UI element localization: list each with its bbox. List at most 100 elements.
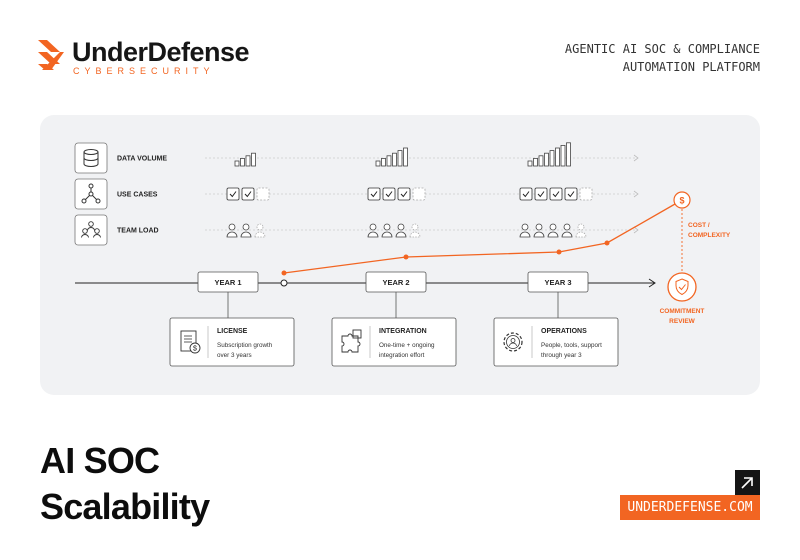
check-icon <box>567 191 575 198</box>
volume-bar <box>544 152 549 167</box>
check-box <box>549 187 563 201</box>
volume-bar <box>397 150 403 167</box>
volume-bar <box>251 152 256 167</box>
dollar-icon <box>673 191 691 209</box>
row-label: TEAM LOAD <box>117 228 159 235</box>
volume-bar <box>549 150 555 167</box>
check-box <box>534 187 548 201</box>
year-tag: YEAR 1 <box>197 271 259 293</box>
volume-bar <box>566 142 571 167</box>
check-box <box>367 187 381 201</box>
year-tag: YEAR 3 <box>527 271 589 293</box>
card-title: LICENSE <box>217 328 248 335</box>
info-card: INTEGRATION One-time + ongoing integration… <box>331 317 457 367</box>
year-1-column <box>226 152 270 238</box>
timeline-arrow <box>648 278 656 288</box>
card-title: OPERATIONS <box>541 328 587 335</box>
review-label-2: REVIEW <box>669 318 696 325</box>
person-icon <box>383 223 391 231</box>
tagline-line-1: AGENTIC AI SOC & COMPLIANCE <box>564 42 760 56</box>
year-3-column <box>519 142 593 238</box>
check-box <box>519 187 533 201</box>
puzzle-icon <box>341 333 361 353</box>
database-icon <box>74 142 108 174</box>
person-icon <box>397 223 405 231</box>
volume-bar <box>234 160 240 167</box>
check-icon <box>385 191 393 198</box>
volume-bar <box>386 155 392 167</box>
person-icon <box>256 223 264 231</box>
year-tag: YEAR 2 <box>365 271 427 293</box>
pending-box <box>412 187 426 201</box>
cost-label-1: COST / <box>688 222 710 229</box>
shield-icon <box>675 278 689 296</box>
cost-point <box>281 270 287 276</box>
person-icon <box>411 223 419 231</box>
check-icon <box>522 191 530 198</box>
person-icon <box>535 223 543 231</box>
year-2-column <box>367 147 426 238</box>
volume-bar <box>527 160 533 167</box>
pending-box <box>256 187 270 201</box>
year-label: YEAR 1 <box>214 278 241 287</box>
year-label: YEAR 2 <box>382 278 409 287</box>
check-icon <box>537 191 545 198</box>
check-icon <box>400 191 408 198</box>
person-icon <box>228 223 236 231</box>
person-icon <box>563 223 571 231</box>
cost-point <box>604 240 610 246</box>
gear-person-icon <box>503 332 523 352</box>
check-icon <box>370 191 378 198</box>
dollar-symbol: $ <box>679 196 684 206</box>
card-text-line-2: integration effort <box>379 352 425 359</box>
row-label: USE CASES <box>117 192 158 199</box>
person-icon <box>521 223 529 231</box>
commitment-review-icon <box>667 272 697 302</box>
check-icon <box>244 191 252 198</box>
card-title: INTEGRATION <box>379 328 427 335</box>
check-box <box>397 187 411 201</box>
invoice-icon <box>180 330 197 352</box>
brand-name: UnderDefense <box>72 37 250 67</box>
check-icon <box>552 191 560 198</box>
volume-bar <box>381 158 386 167</box>
row-label: DATA VOLUME <box>117 156 167 163</box>
cost-point <box>556 249 562 255</box>
check-icon <box>229 191 237 198</box>
website-link[interactable]: UNDERDEFENSE.COM <box>620 495 760 520</box>
pending-box <box>579 187 593 201</box>
card-text-line-1: People, tools, support <box>541 342 602 349</box>
volume-bar <box>375 160 381 167</box>
check-box <box>382 187 396 201</box>
card-text-line-1: One-time + ongoing <box>379 342 435 349</box>
arrow-up-right-icon <box>741 477 753 489</box>
tagline: AGENTIC AI SOC & COMPLIANCE AUTOMATION P… <box>565 40 760 76</box>
cost-point <box>403 254 409 260</box>
volume-bar <box>392 152 397 167</box>
title-line-1: AI SOC <box>40 440 160 481</box>
check-box <box>241 187 255 201</box>
volume-bar <box>560 144 566 167</box>
guide-arrow <box>633 190 639 198</box>
person-icon <box>369 223 377 231</box>
svg-text:$: $ <box>193 346 197 353</box>
brand-subtitle: CYBERSECURITY <box>73 66 215 76</box>
chevron-logo-icon <box>38 40 64 70</box>
guide-arrow <box>633 226 639 234</box>
card-text-line-2: through year 3 <box>541 352 582 359</box>
diagram-panel: DATA VOLUME USE CASES TEAM LOAD YEAR 1 YEAR … <box>40 115 760 395</box>
card-text-line-1: Subscription growth <box>217 342 273 349</box>
volume-bar <box>403 147 408 167</box>
info-card: OPERATIONS People, tools, support through … <box>493 317 619 367</box>
cost-label-2: COMPLEXITY <box>688 232 731 239</box>
cost-curve <box>283 199 683 274</box>
person-icon <box>242 223 250 231</box>
title-line-2: Scalability <box>40 486 210 527</box>
scalability-diagram: DATA VOLUME USE CASES TEAM LOAD YEAR 1 YEAR … <box>74 142 731 367</box>
shield-check <box>678 284 686 291</box>
underdefense-logo <box>38 40 64 70</box>
external-link-button[interactable] <box>735 470 760 495</box>
card-text-line-2: over 3 years <box>217 352 252 359</box>
volume-bar <box>245 155 251 167</box>
tagline-line-2: AUTOMATION PLATFORM <box>622 60 760 74</box>
